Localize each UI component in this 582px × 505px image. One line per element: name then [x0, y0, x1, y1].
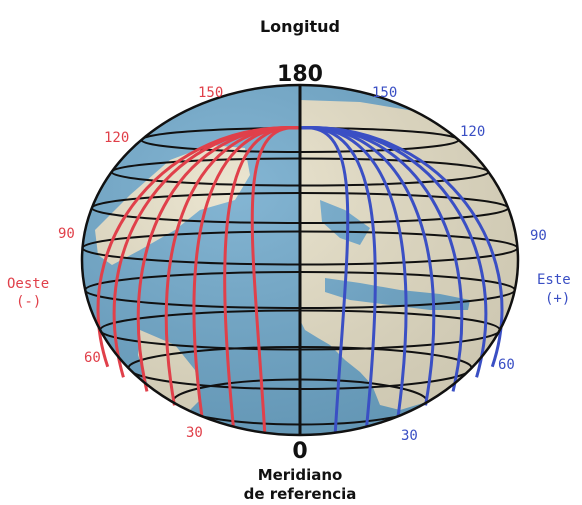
label-0: 0: [292, 439, 307, 464]
diagram-title: Longitud: [260, 17, 340, 36]
east-tick-150: 150: [372, 85, 397, 101]
west-meridians: [96, 126, 301, 432]
east-tick-120: 120: [460, 124, 485, 140]
east-tick-60: 60: [498, 357, 515, 373]
west-tick-150: 150: [198, 85, 223, 101]
east-tick-30: 30: [401, 428, 418, 444]
west-sign: (-): [16, 294, 41, 310]
west-meridian-line: [223, 126, 301, 427]
east-meridians: [299, 126, 504, 432]
west-meridian-line: [96, 126, 301, 368]
east-tick-90: 90: [530, 228, 547, 244]
label-180: 180: [277, 62, 323, 87]
east-label: Este: [537, 272, 571, 288]
reference-line-2: de referencia: [244, 485, 357, 503]
west-tick-120: 120: [104, 130, 129, 146]
east-meridian-line: [299, 126, 504, 368]
west-labels: 150 120 90 60 30 Oeste (-): [7, 85, 223, 441]
east-labels: 150 120 90 60 30 Este (+): [372, 85, 571, 444]
west-label: Oeste: [7, 276, 49, 292]
east-meridian-line: [299, 126, 350, 432]
west-meridian-line: [250, 126, 301, 432]
west-tick-60: 60: [84, 350, 101, 366]
globe: [80, 83, 520, 437]
reference-line-1: Meridiano: [258, 466, 343, 484]
west-tick-90: 90: [58, 226, 75, 242]
east-sign: (+): [545, 291, 570, 307]
west-tick-30: 30: [186, 425, 203, 441]
east-meridian-line: [299, 126, 377, 427]
